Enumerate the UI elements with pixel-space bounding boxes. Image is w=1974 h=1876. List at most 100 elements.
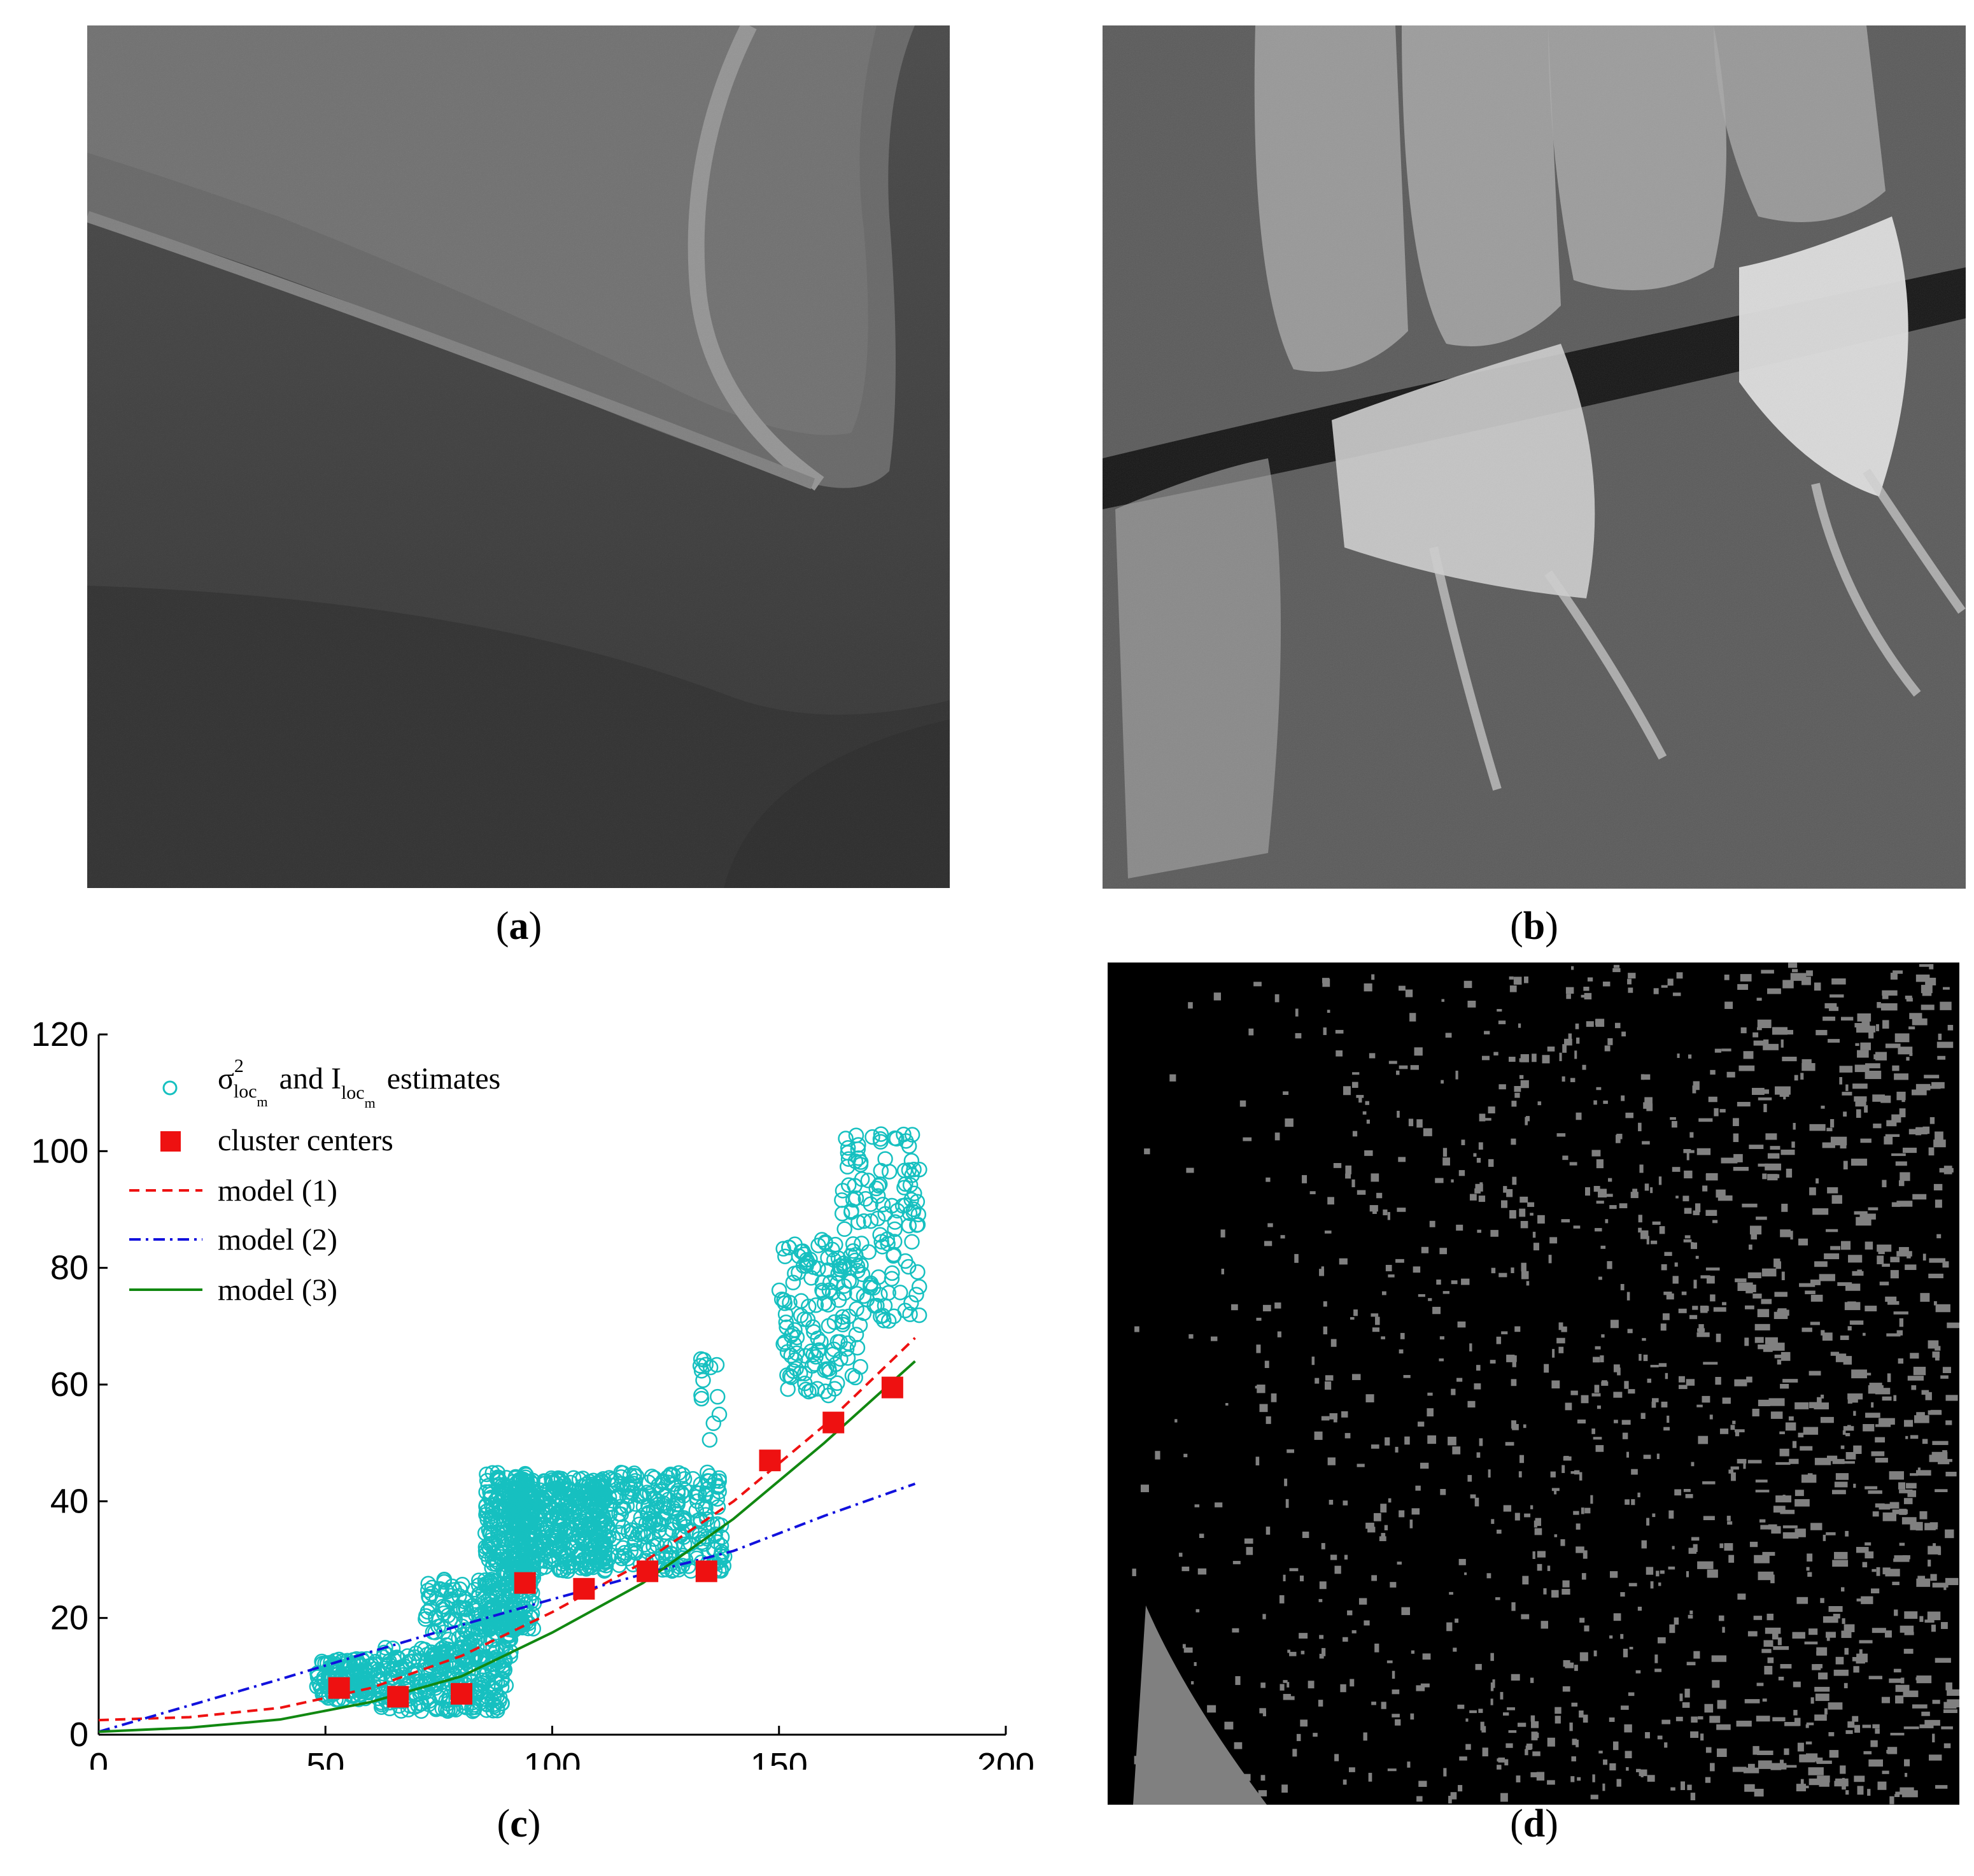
map-speck [1930,1574,1937,1581]
map-speck [1183,1647,1193,1653]
map-speck [1678,1376,1685,1383]
map-speck [1892,1065,1900,1071]
map-speck [1654,1654,1658,1663]
map-speck [1833,1669,1849,1676]
map-speck [1527,1202,1535,1207]
map-speck [1886,1120,1897,1127]
map-speck [1882,1512,1897,1521]
map-speck [1760,1525,1776,1530]
map-speck [1870,1588,1880,1594]
map-speck [1207,1705,1216,1713]
map-speck [1490,1230,1498,1237]
map-speck [1537,1215,1545,1224]
scatter-point [479,1503,495,1519]
map-speck [1352,1131,1358,1137]
map-speck [1591,1428,1595,1434]
series-line-m3 [98,1360,916,1733]
map-speck [1661,1264,1667,1271]
legend-model1-label: model (1) [218,1174,337,1208]
scatter-point [676,1536,693,1553]
cluster-centers [328,1376,903,1708]
map-speck [1770,1411,1783,1419]
map-speck [1448,1436,1456,1446]
map-speck [1882,1264,1890,1267]
map-speck [1786,1168,1793,1178]
map-speck [1932,1351,1940,1358]
scatter-point [538,1490,554,1506]
map-speck [1663,1292,1672,1295]
map-speck [1910,1473,1918,1476]
map-speck [1917,1576,1926,1580]
map-speck [1195,1609,1200,1612]
map-speck [1613,964,1620,968]
map-speck [1392,1689,1400,1695]
map-speck [1442,1157,1450,1166]
scatter-point [705,1490,721,1506]
map-speck [1702,1481,1716,1485]
scatter-point [880,1313,897,1329]
map-speck [1265,1416,1271,1424]
map-speck [1476,1365,1481,1371]
map-speck [1855,1100,1866,1107]
scatter-point [902,1306,918,1322]
map-speck [1265,1177,1271,1182]
map-speck [1702,1185,1708,1192]
scatter-point [428,1609,444,1625]
scatter-point [613,1469,629,1485]
map-speck [1530,1505,1533,1509]
map-speck [1593,1357,1600,1363]
map-speck [1544,1364,1549,1373]
map-speck [1822,1616,1838,1623]
map-speck [1840,1335,1849,1340]
map-speck [1532,1054,1537,1062]
scatter-point [777,1248,793,1264]
map-speck [1439,1336,1444,1340]
map-speck [1636,1768,1641,1773]
map-speck [1837,1282,1852,1287]
map-speck [1905,996,1912,999]
map-speck [1318,1598,1323,1602]
map-speck [1511,1101,1517,1107]
scatter-point [817,1234,833,1250]
map-speck [1518,1023,1521,1028]
map-speck [1587,977,1593,982]
map-speck [1826,1632,1830,1641]
map-speck [1652,1513,1656,1518]
map-speck [1514,1092,1520,1098]
scatter-point [815,1284,831,1301]
map-speck [1579,1652,1588,1661]
map-speck [1660,1570,1665,1574]
scatter-point [693,1351,709,1367]
map-speck [1668,1566,1675,1570]
map-speck [1523,976,1528,984]
map-speck [1915,1521,1923,1531]
map-speck [1612,968,1621,973]
map-speck [1693,1651,1700,1659]
scatter-point [853,1257,869,1273]
map-speck [1667,1415,1670,1423]
scatter-point [793,1308,809,1323]
map-speck [1873,1054,1884,1060]
map-speck [1885,1134,1900,1137]
map-speck [1929,1455,1945,1462]
map-speck [1561,1326,1567,1332]
map-speck [1532,1751,1540,1756]
map-speck [1323,1301,1327,1307]
map-speck [1775,1462,1791,1465]
map-speck [1395,1719,1401,1726]
map-speck [1847,1393,1863,1400]
map-speck [1613,1392,1623,1398]
map-speck [1941,1726,1953,1730]
map-speck [1432,1306,1441,1315]
map-speck [1562,1155,1569,1160]
map-speck [1898,1358,1904,1364]
scatter-point [512,1618,529,1633]
scatter-point [710,1499,726,1515]
map-speck [1531,1721,1539,1728]
map-speck [1726,1516,1731,1521]
map-speck [1498,1273,1507,1278]
scatter-point [547,1532,564,1549]
scatter-point [418,1611,434,1627]
map-speck [1641,1540,1647,1549]
map-speck [1807,1553,1813,1562]
